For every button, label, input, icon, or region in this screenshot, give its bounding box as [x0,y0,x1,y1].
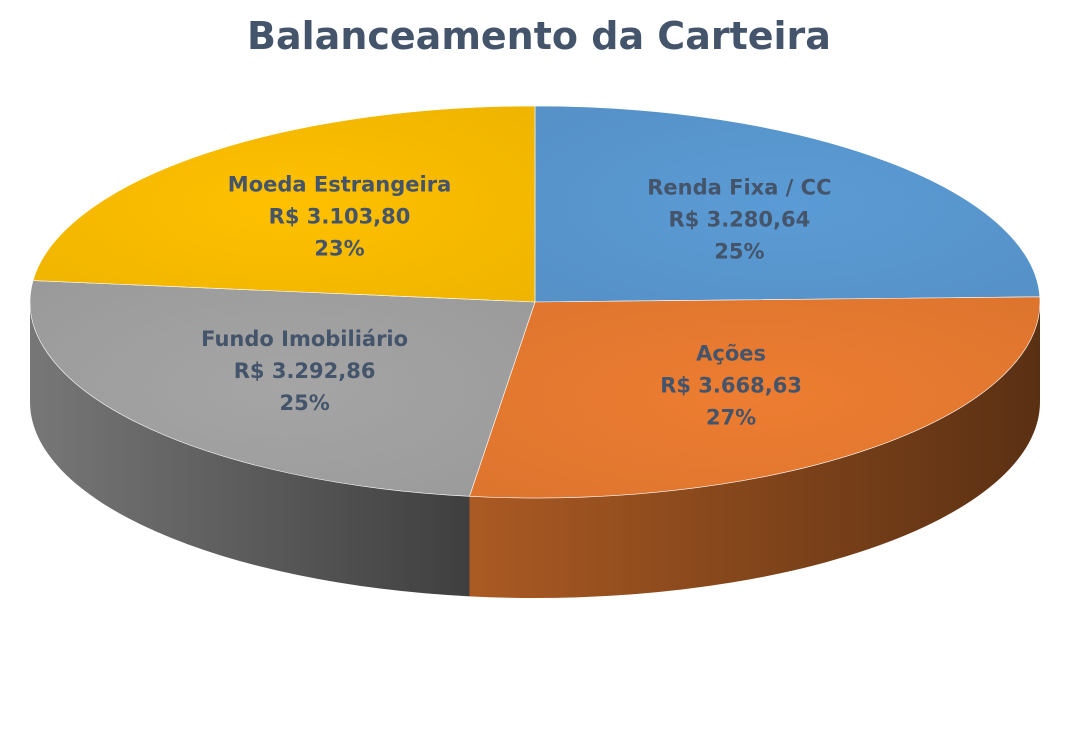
slice-percent-label-acoes: 27% [706,405,756,429]
chart-title: Balanceamento da Carteira [247,14,831,58]
pie-slice-fundo-imobiliario [29,280,536,497]
pie-slice-renda-fixa-cc [534,105,1041,303]
pie-sides [30,302,1041,598]
slice-percent-label-fundo-imobiliario: 25% [279,391,329,415]
slice-value-label-renda-fixa-cc: R$ 3.280,64 [669,208,811,232]
pie-tops [29,105,1041,499]
slice-category-label-moeda-estrangeira: Moeda Estrangeira [228,172,451,196]
slice-value-label-moeda-estrangeira: R$ 3.103,80 [269,204,411,228]
slice-category-label-acoes: Ações [696,341,766,365]
pie-slice-moeda-estrangeira [32,105,536,303]
slice-percent-label-renda-fixa-cc: 25% [714,240,764,264]
pie-slice-acoes [469,296,1041,499]
slice-category-label-fundo-imobiliario: Fundo Imobiliário [201,327,408,351]
pie-side-acoes [469,302,1041,598]
pie-side-fundo-imobiliario [30,302,470,597]
slice-category-label-renda-fixa-cc: Renda Fixa / CC [647,176,831,200]
slice-percent-label-moeda-estrangeira: 23% [314,236,364,260]
pie-labels: Renda Fixa / CC R$ 3.280,64 25% Ações R$ 3.6… [201,172,831,429]
slice-value-label-acoes: R$ 3.668,63 [660,373,802,397]
slice-value-label-fundo-imobiliario: R$ 3.292,86 [234,359,376,383]
